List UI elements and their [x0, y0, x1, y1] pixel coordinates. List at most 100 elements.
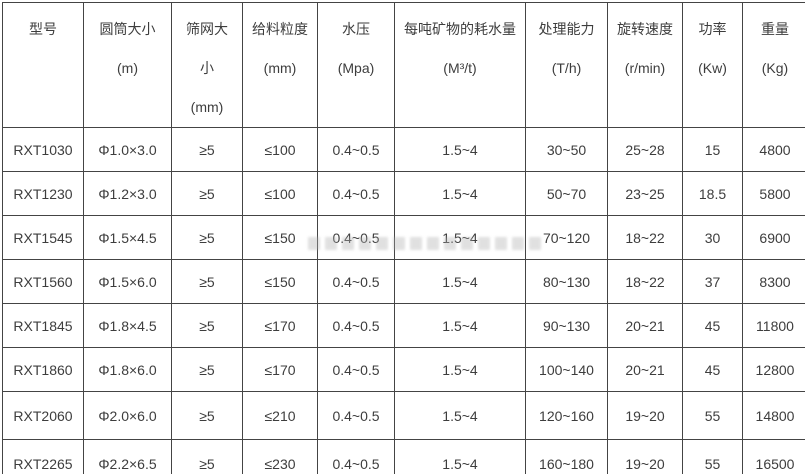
cell-screen-size: ≥5 [171, 439, 243, 474]
cell-power: 55 [682, 439, 743, 474]
cell-cylinder-size: Φ1.8×6.0 [83, 347, 172, 392]
cell-water-per-ton: 1.5~4 [394, 391, 526, 440]
header-line: 每吨矿物的耗水量 [404, 21, 516, 37]
header-line: (Kw) [698, 60, 727, 76]
cell-cylinder-size: Φ2.0×6.0 [83, 391, 172, 440]
cell-rotation-speed: 19~20 [607, 439, 683, 474]
cell-water-per-ton: 1.5~4 [394, 303, 526, 348]
cell-cylinder-size: Φ1.0×3.0 [83, 127, 172, 172]
cell-cylinder-size: Φ1.2×3.0 [83, 171, 172, 216]
cell-model: RXT1845 [2, 303, 84, 348]
cell-capacity: 30~50 [525, 127, 608, 172]
header-cell-model: 型号 [2, 2, 84, 128]
header-cell-capacity: 处理能力 (T/h) [525, 2, 608, 128]
header-line: (T/h) [551, 60, 582, 76]
header-line: 重量 [761, 21, 789, 37]
table-row: RXT2265 Φ2.2×6.5 ≥5 ≤230 0.4~0.5 1.5~4 160~180… [2, 439, 805, 474]
table-row: RXT1230 Φ1.2×3.0 ≥5 ≤100 0.4~0.5 1.5~4 50~70 23… [2, 171, 805, 216]
header-cell-rotation-speed: 旋转速度 (r/min) [607, 2, 683, 128]
cell-feed-size: ≤100 [242, 127, 318, 172]
cell-feed-size: ≤150 [242, 215, 318, 260]
cell-feed-size: ≤150 [242, 259, 318, 304]
header-line: 处理能力 [538, 21, 595, 37]
cell-power: 30 [682, 215, 743, 260]
cell-rotation-speed: 20~21 [607, 347, 683, 392]
table-row: RXT1030 Φ1.0×3.0 ≥5 ≤100 0.4~0.5 1.5~4 30~50 25… [2, 127, 805, 172]
cell-screen-size: ≥5 [171, 171, 243, 216]
cell-capacity: 120~160 [525, 391, 608, 440]
cell-model: RXT1030 [2, 127, 84, 172]
header-line: 给料粒度 [252, 21, 308, 37]
cell-capacity: 100~140 [525, 347, 608, 392]
cell-screen-size: ≥5 [171, 127, 243, 172]
cell-screen-size: ≥5 [171, 391, 243, 440]
table-row: RXT1860 Φ1.8×6.0 ≥5 ≤170 0.4~0.5 1.5~4 100~140… [2, 347, 805, 392]
header-line: 水压 [342, 21, 370, 37]
cell-water-pressure: 0.4~0.5 [317, 439, 395, 474]
header-cell-cylinder-size: 圆筒大小 (m) [83, 2, 172, 128]
cell-cylinder-size: Φ2.2×6.5 [83, 439, 172, 474]
cell-water-pressure: 0.4~0.5 [317, 259, 395, 304]
header-cell-water-pressure: 水压 (Mpa) [317, 2, 395, 128]
cell-water-pressure: 0.4~0.5 [317, 391, 395, 440]
cell-weight: 8300 [742, 259, 805, 304]
table-row: RXT1545 Φ1.5×4.5 ≥5 ≤150 0.4~0.5 1.5~4 70~120 1… [2, 215, 805, 260]
header-line: 功率 [698, 21, 727, 37]
cell-model: RXT1230 [2, 171, 84, 216]
cell-water-pressure: 0.4~0.5 [317, 303, 395, 348]
cell-screen-size: ≥5 [171, 215, 243, 260]
table-row: RXT1560 Φ1.5×6.0 ≥5 ≤150 0.4~0.5 1.5~4 80~130 1… [2, 259, 805, 304]
cell-power: 45 [682, 303, 743, 348]
cell-feed-size: ≤100 [242, 171, 318, 216]
cell-power: 45 [682, 347, 743, 392]
cell-power: 37 [682, 259, 743, 304]
cell-model: RXT1545 [2, 215, 84, 260]
cell-capacity: 90~130 [525, 303, 608, 348]
cell-water-per-ton: 1.5~4 [394, 259, 526, 304]
cell-screen-size: ≥5 [171, 259, 243, 304]
header-line: 型号 [29, 21, 57, 37]
header-cell-screen-size: 筛网大小 (mm) [171, 2, 243, 128]
cell-model: RXT1560 [2, 259, 84, 304]
cell-weight: 14800 [742, 391, 805, 440]
header-row: 型号 圆筒大小 (m) 筛网大小 (mm) 给料粒度 (mm) 水压 (Mpa) 每吨矿物的耗水量… [2, 2, 805, 128]
cell-cylinder-size: Φ1.5×4.5 [83, 215, 172, 260]
cell-water-per-ton: 1.5~4 [394, 347, 526, 392]
cell-rotation-speed: 19~20 [607, 391, 683, 440]
header-line: 圆筒大小 [99, 21, 156, 37]
cell-model: RXT1860 [2, 347, 84, 392]
cell-water-pressure: 0.4~0.5 [317, 347, 395, 392]
header-line: 旋转速度 [617, 21, 673, 37]
cell-weight: 5800 [742, 171, 805, 216]
cell-rotation-speed: 18~22 [607, 259, 683, 304]
cell-capacity: 70~120 [525, 215, 608, 260]
cell-water-per-ton: 1.5~4 [394, 127, 526, 172]
cell-water-per-ton: 1.5~4 [394, 171, 526, 216]
spec-table-body: RXT1030 Φ1.0×3.0 ≥5 ≤100 0.4~0.5 1.5~4 30~50 25… [2, 127, 805, 474]
cell-screen-size: ≥5 [171, 303, 243, 348]
cell-rotation-speed: 25~28 [607, 127, 683, 172]
header-line: (M³/t) [443, 60, 477, 76]
header-cell-feed-size: 给料粒度 (mm) [242, 2, 318, 128]
header-cell-water-per-ton: 每吨矿物的耗水量 (M³/t) [394, 2, 526, 128]
cell-feed-size: ≤210 [242, 391, 318, 440]
cell-model: RXT2060 [2, 391, 84, 440]
cell-rotation-speed: 18~22 [607, 215, 683, 260]
cell-power: 15 [682, 127, 743, 172]
cell-capacity: 50~70 [525, 171, 608, 216]
cell-feed-size: ≤230 [242, 439, 318, 474]
cell-cylinder-size: Φ1.8×4.5 [83, 303, 172, 348]
table-row: RXT1845 Φ1.8×4.5 ≥5 ≤170 0.4~0.5 1.5~4 90~130 2… [2, 303, 805, 348]
cell-cylinder-size: Φ1.5×6.0 [83, 259, 172, 304]
header-line: (mm) [263, 60, 297, 76]
cell-rotation-speed: 20~21 [607, 303, 683, 348]
cell-weight: 4800 [742, 127, 805, 172]
header-line: (mm) [190, 99, 224, 115]
cell-weight: 12800 [742, 347, 805, 392]
cell-screen-size: ≥5 [171, 347, 243, 392]
header-line: 小 [200, 60, 214, 76]
cell-capacity: 80~130 [525, 259, 608, 304]
cell-capacity: 160~180 [525, 439, 608, 474]
cell-water-pressure: 0.4~0.5 [317, 127, 395, 172]
